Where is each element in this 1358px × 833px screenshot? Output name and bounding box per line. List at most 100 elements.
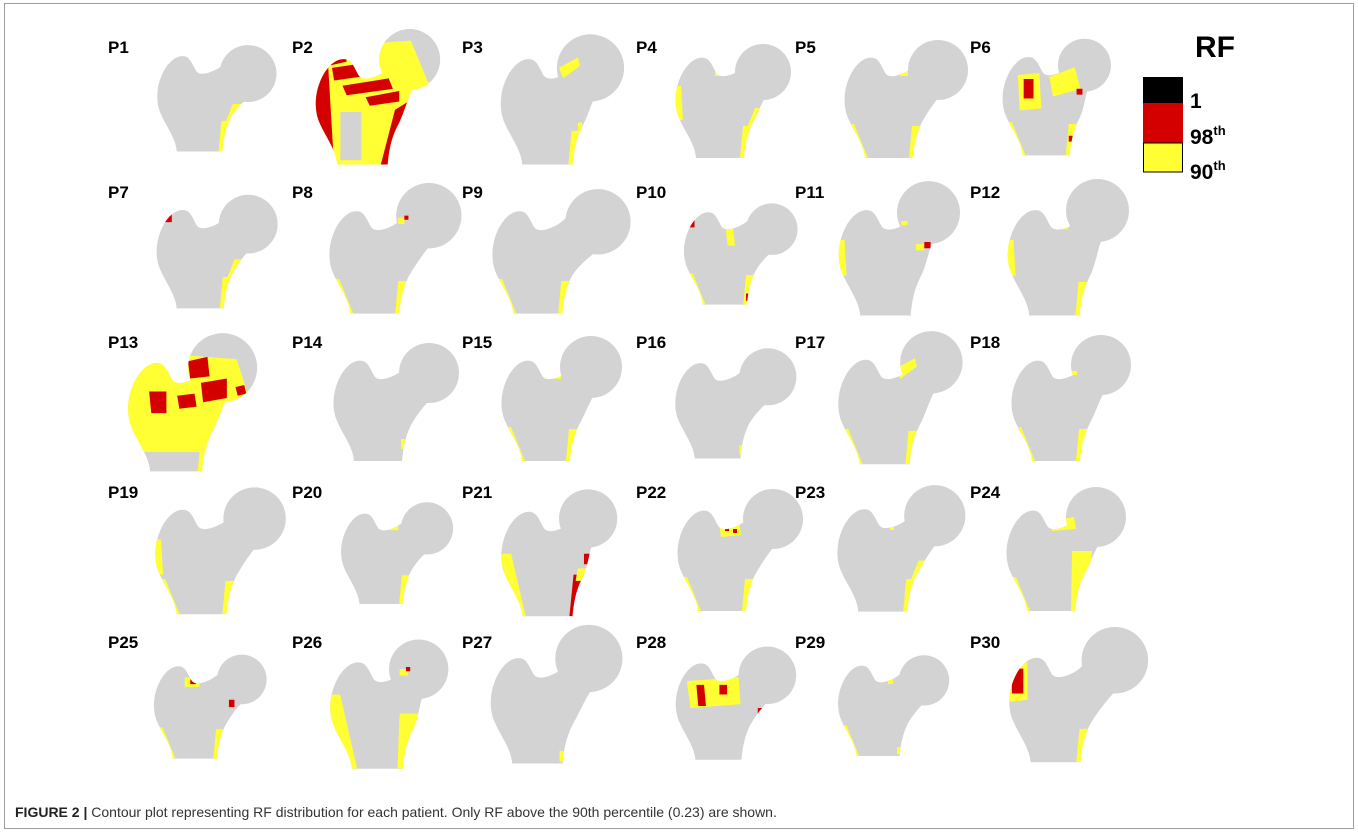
rf-region-90th <box>559 750 564 762</box>
rf-region-90th <box>397 713 423 769</box>
rf-region-90th <box>559 57 580 79</box>
rf-region-98th <box>177 393 197 409</box>
figure-frame <box>4 3 1354 829</box>
panel-p30: P30 <box>970 627 1149 763</box>
panel-p17: P17 <box>795 331 963 465</box>
femur-contour <box>315 29 441 165</box>
femur-contour <box>490 624 623 764</box>
femur-contour <box>492 189 631 314</box>
rf-region-90th <box>219 277 241 309</box>
rf-region-90th <box>501 553 526 617</box>
rf-region-98th <box>725 527 729 531</box>
rf-region-90th <box>1061 225 1069 230</box>
rf-region-90th <box>725 227 735 246</box>
femur-contour <box>341 502 454 604</box>
rf-region-90th <box>915 244 925 251</box>
femur-contour <box>1006 487 1126 611</box>
legend: RF 1 98th 90th <box>1143 31 1235 184</box>
femur-contour <box>501 336 622 461</box>
femoral-head <box>908 40 968 100</box>
femoral-head <box>743 489 803 549</box>
rf-region-90th <box>222 580 245 615</box>
panel-p6: P6 <box>970 38 1111 156</box>
femoral-head <box>738 646 797 705</box>
femur-contour <box>153 654 267 759</box>
rf-region-98th <box>696 684 706 707</box>
rf-region-90th <box>575 568 595 581</box>
panel-label: P21 <box>462 483 492 502</box>
legend-value: 98 <box>1190 126 1214 149</box>
femoral-head <box>735 44 791 100</box>
femur-contour <box>329 183 462 314</box>
rf-region-98th <box>149 391 167 414</box>
rf-region-90th <box>1075 281 1098 316</box>
rf-region-90th <box>568 130 591 165</box>
panel-p9: P9 <box>462 183 631 314</box>
legend-suffix: th <box>1213 123 1225 138</box>
femur-contour <box>675 44 791 158</box>
legend-value: 90 <box>1190 161 1213 184</box>
femoral-head <box>556 34 625 102</box>
panel-p4: P4 <box>636 38 791 158</box>
rf-region-90th <box>197 436 221 472</box>
legend-label-98th: 98th <box>1190 123 1226 149</box>
legend-swatch-1 <box>1143 77 1183 103</box>
rf-region-98th <box>228 699 235 708</box>
femur-contour <box>838 181 960 316</box>
femur-contour <box>1009 627 1149 763</box>
panel-p19: P19 <box>108 483 286 615</box>
rf-region-98th <box>924 242 931 249</box>
panel-p21: P21 <box>462 483 618 617</box>
femoral-head <box>897 181 960 245</box>
rf-regions <box>315 40 432 165</box>
panel-label: P5 <box>795 38 816 57</box>
legend-suffix: th <box>1213 158 1225 173</box>
rf-region-90th <box>900 72 908 76</box>
femur-contour <box>330 639 449 769</box>
panel-p2: P2 <box>292 29 441 165</box>
panel-label: P13 <box>108 333 138 352</box>
legend-label-90th: 90th <box>1190 158 1226 184</box>
rf-region-90th <box>686 677 741 708</box>
panel-label: P28 <box>636 633 666 652</box>
rf-region-98th <box>687 219 695 228</box>
panel-label: P29 <box>795 633 825 652</box>
femoral-canal <box>340 112 362 161</box>
panel-p10: P10 <box>636 183 798 305</box>
femur-contour <box>1011 335 1131 461</box>
rf-region-90th <box>1076 429 1097 461</box>
panel-label: P14 <box>292 333 323 352</box>
rf-region-90th <box>903 578 925 612</box>
rf-region-90th <box>1007 239 1016 276</box>
femoral-head <box>565 189 631 255</box>
rf-region-90th <box>566 429 587 461</box>
rf-region-98th <box>190 679 196 685</box>
rf-region-90th <box>218 121 239 152</box>
rf-region-90th <box>742 579 763 611</box>
panel-label: P6 <box>970 38 991 57</box>
panel-p27: P27 <box>462 624 623 764</box>
panel-p8: P8 <box>292 183 462 314</box>
panel-label: P4 <box>636 38 657 57</box>
femur-contour <box>128 333 258 472</box>
rf-region-98th <box>746 293 750 301</box>
femoral-head <box>218 194 278 254</box>
rf-region-90th <box>558 280 580 314</box>
femur-contour <box>675 646 797 760</box>
rf-region-98th <box>1011 668 1024 694</box>
panel-p15: P15 <box>462 333 622 461</box>
panel-p5: P5 <box>795 38 968 158</box>
panel-label: P12 <box>970 183 1000 202</box>
femur-contour <box>838 331 963 465</box>
caption-text: Contour plot representing RF distributio… <box>91 804 777 820</box>
rf-region-98th <box>162 214 172 223</box>
panel-p23: P23 <box>795 483 966 612</box>
panel-label: P8 <box>292 183 313 202</box>
femur-contour <box>155 487 286 615</box>
panel-p25: P25 <box>108 633 267 759</box>
rf-regions <box>401 439 405 449</box>
panel-label: P7 <box>108 183 129 202</box>
femoral-head <box>1066 487 1126 547</box>
contour-plot-grid: P1 P2 P3 P4 P5 P6 P7 P8 P9 P10 P11 P12 P13 P14 P15 P16 P… <box>108 29 1235 769</box>
rf-region-90th <box>715 70 721 76</box>
